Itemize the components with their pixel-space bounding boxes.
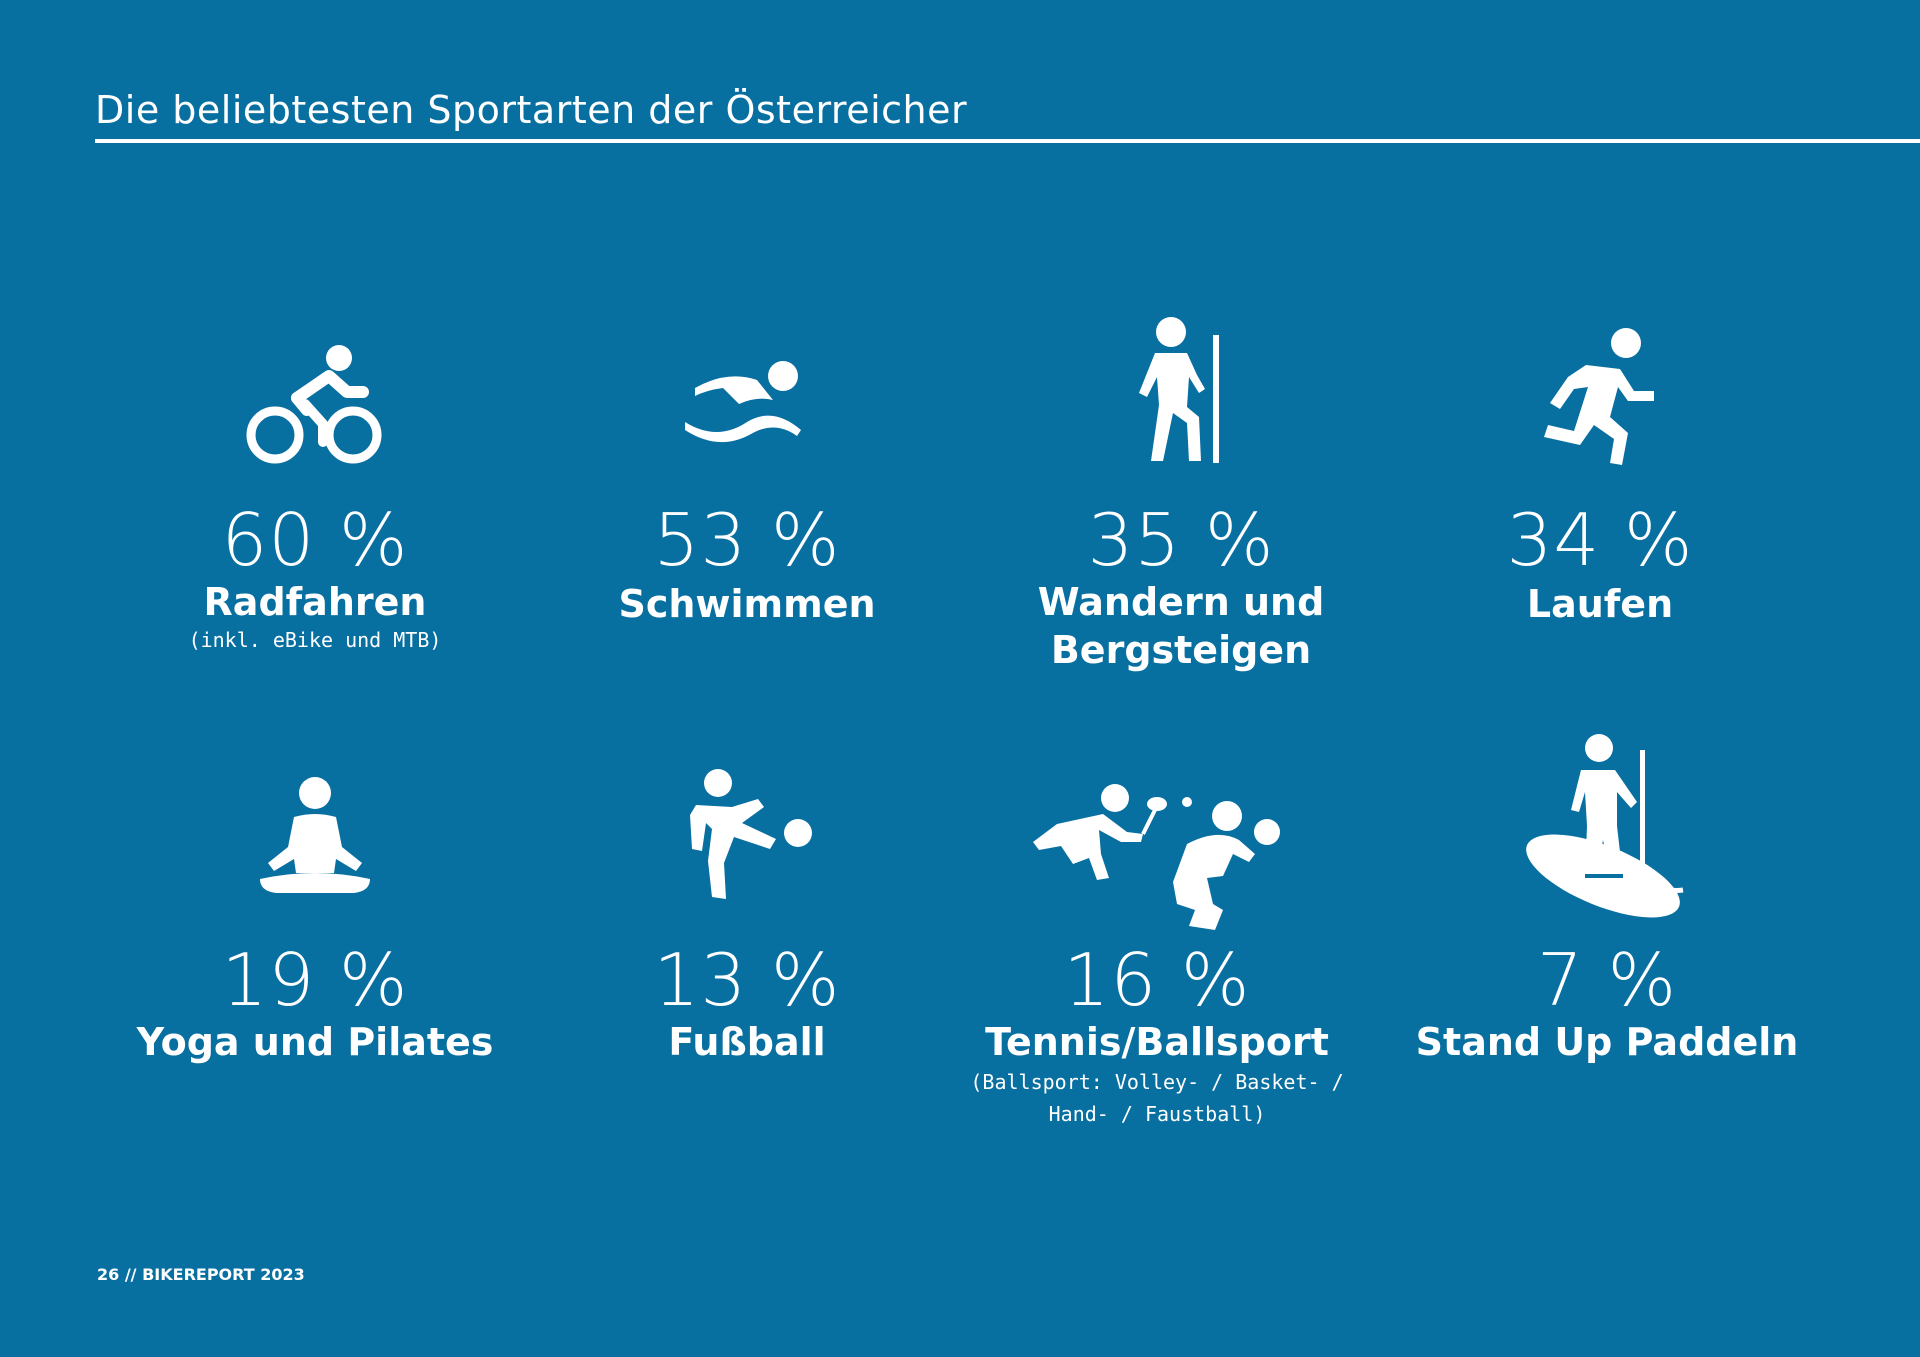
sport-name: Schwimmen (618, 582, 876, 626)
sport-percent: 7 % (1536, 938, 1678, 1022)
sport-note-line2: Hand- / Faustball) (1048, 1102, 1266, 1126)
sport-name: Laufen (1526, 582, 1674, 626)
sport-percent: 34 % (1506, 498, 1694, 582)
ballsport-icon (947, 780, 1367, 940)
sport-name: Radfahren (203, 580, 427, 624)
yoga-icon (105, 775, 525, 935)
sport-percent: 60 % (221, 498, 409, 582)
sport-percent: 19 % (221, 938, 409, 1022)
sport-name-line1: Wandern und (1037, 580, 1325, 624)
sport-percent: 13 % (653, 938, 841, 1022)
sport-name: Stand Up Paddeln (1415, 1020, 1799, 1064)
title-divider (95, 139, 1920, 143)
page-footer: 26 // BIKEREPORT 2023 (97, 1265, 305, 1284)
cyclist-icon (105, 330, 525, 490)
sport-percent: 16 % (1063, 938, 1251, 1022)
paddleboard-icon (1397, 730, 1817, 918)
swimmer-icon (537, 350, 957, 510)
sport-note: (inkl. eBike und MTB) (188, 628, 442, 652)
runner-icon (1390, 325, 1810, 485)
football-icon (537, 765, 957, 925)
hiker-icon (971, 315, 1391, 475)
sport-name: Tennis/Ballsport (985, 1020, 1329, 1064)
sport-percent: 35 % (1087, 498, 1275, 582)
sport-name: Yoga und Pilates (136, 1020, 494, 1064)
sport-percent: 53 % (653, 498, 841, 582)
sport-name: Fußball (668, 1020, 826, 1064)
sport-note-line1: (Ballsport: Volley- / Basket- / (970, 1070, 1344, 1094)
sport-name-line2: Bergsteigen (1050, 628, 1312, 672)
page-title: Die beliebtesten Sportarten der Österrei… (95, 88, 968, 132)
